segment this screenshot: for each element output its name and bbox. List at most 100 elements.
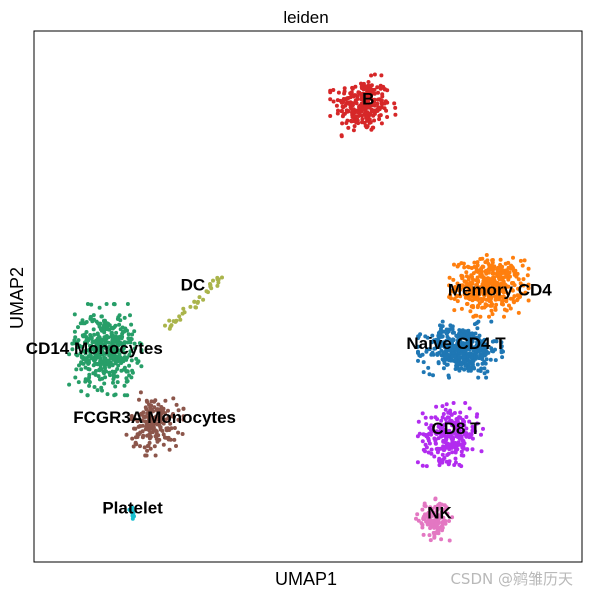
scatter-point — [216, 280, 221, 285]
scatter-point — [432, 454, 437, 459]
scatter-point — [145, 411, 150, 416]
scatter-point — [485, 291, 490, 296]
scatter-point — [451, 351, 455, 355]
scatter-point — [112, 302, 117, 307]
scatter-point — [450, 330, 455, 335]
scatter-point — [429, 351, 434, 356]
scatter-point — [158, 417, 163, 422]
scatter-point — [452, 308, 457, 313]
scatter-point — [457, 286, 462, 291]
scatter-point — [481, 349, 486, 354]
scatter-point — [105, 321, 110, 326]
scatter-point — [462, 423, 467, 428]
scatter-point — [484, 253, 489, 257]
scatter-point — [76, 325, 80, 330]
scatter-point — [514, 274, 519, 279]
scatter-point — [124, 432, 129, 437]
scatter-point — [458, 332, 463, 337]
scatter-point — [331, 88, 336, 92]
scatter-point — [420, 463, 425, 468]
scatter-point — [166, 437, 171, 442]
scatter-point — [424, 349, 429, 354]
scatter-point — [72, 341, 77, 346]
scatter-point — [146, 433, 151, 437]
cluster-label-nk: NK — [427, 504, 452, 523]
scatter-point — [115, 367, 120, 371]
scatter-point — [362, 92, 367, 96]
scatter-point — [429, 415, 434, 420]
scatter-point — [471, 335, 476, 340]
scatter-point — [87, 383, 92, 388]
scatter-point — [106, 340, 111, 345]
scatter-point — [431, 424, 436, 429]
scatter-point — [485, 369, 490, 374]
scatter-point — [475, 294, 480, 299]
scatter-point — [128, 349, 133, 354]
scatter-point — [145, 448, 150, 453]
scatter-point — [482, 293, 487, 298]
scatter-point — [369, 73, 374, 78]
scatter-point — [116, 337, 121, 342]
scatter-point — [171, 319, 176, 324]
scatter-point — [354, 114, 358, 119]
scatter-point — [122, 340, 127, 345]
scatter-point — [460, 275, 465, 280]
scatter-point — [355, 110, 360, 115]
scatter-point — [508, 306, 513, 311]
scatter-point — [516, 310, 521, 315]
scatter-point — [420, 507, 425, 512]
scatter-point — [481, 297, 486, 302]
scatter-point — [445, 453, 450, 457]
scatter-point — [461, 346, 466, 351]
scatter-point — [416, 518, 421, 523]
y-axis-label: UMAP2 — [7, 267, 27, 329]
scatter-point — [468, 285, 473, 290]
scatter-point — [464, 415, 469, 419]
scatter-point — [88, 343, 92, 348]
scatter-point — [436, 436, 441, 441]
scatter-point — [345, 118, 350, 123]
scatter-point — [468, 331, 473, 336]
cluster-memory-cd4-points — [447, 253, 531, 319]
scatter-point — [470, 274, 474, 279]
scatter-point — [475, 326, 480, 331]
scatter-point — [497, 276, 502, 281]
scatter-point — [464, 426, 469, 431]
scatter-point — [506, 291, 510, 296]
scatter-point — [447, 461, 451, 466]
scatter-point — [489, 308, 494, 313]
scatter-point — [447, 348, 452, 353]
scatter-point — [152, 444, 157, 449]
scatter-point — [472, 260, 477, 265]
scatter-point — [452, 287, 457, 292]
scatter-point — [443, 518, 448, 523]
scatter-point — [359, 101, 364, 106]
scatter-point — [482, 366, 487, 371]
scatter-point — [483, 342, 488, 347]
scatter-point — [439, 510, 444, 515]
scatter-point — [490, 302, 494, 307]
scatter-point — [153, 453, 158, 458]
scatter-point — [98, 327, 103, 332]
scatter-point — [448, 323, 453, 328]
scatter-point — [95, 331, 100, 336]
scatter-point — [353, 93, 358, 98]
scatter-point — [444, 506, 449, 511]
cluster-label-naive-cd4-t: Naive CD4 T — [406, 334, 506, 353]
scatter-point — [476, 279, 481, 284]
scatter-point — [449, 412, 454, 417]
scatter-point — [428, 526, 433, 531]
scatter-point — [91, 327, 96, 332]
scatter-point — [154, 408, 159, 413]
scatter-point — [447, 295, 452, 299]
scatter-point — [73, 375, 78, 380]
scatter-point — [487, 299, 492, 303]
scatter-point — [526, 298, 531, 303]
scatter-point — [111, 372, 116, 377]
scatter-point — [97, 335, 102, 340]
scatter-point — [494, 302, 499, 307]
scatter-point — [368, 120, 373, 125]
scatter-point — [444, 338, 449, 343]
scatter-point — [363, 105, 368, 110]
scatter-point — [484, 375, 489, 380]
